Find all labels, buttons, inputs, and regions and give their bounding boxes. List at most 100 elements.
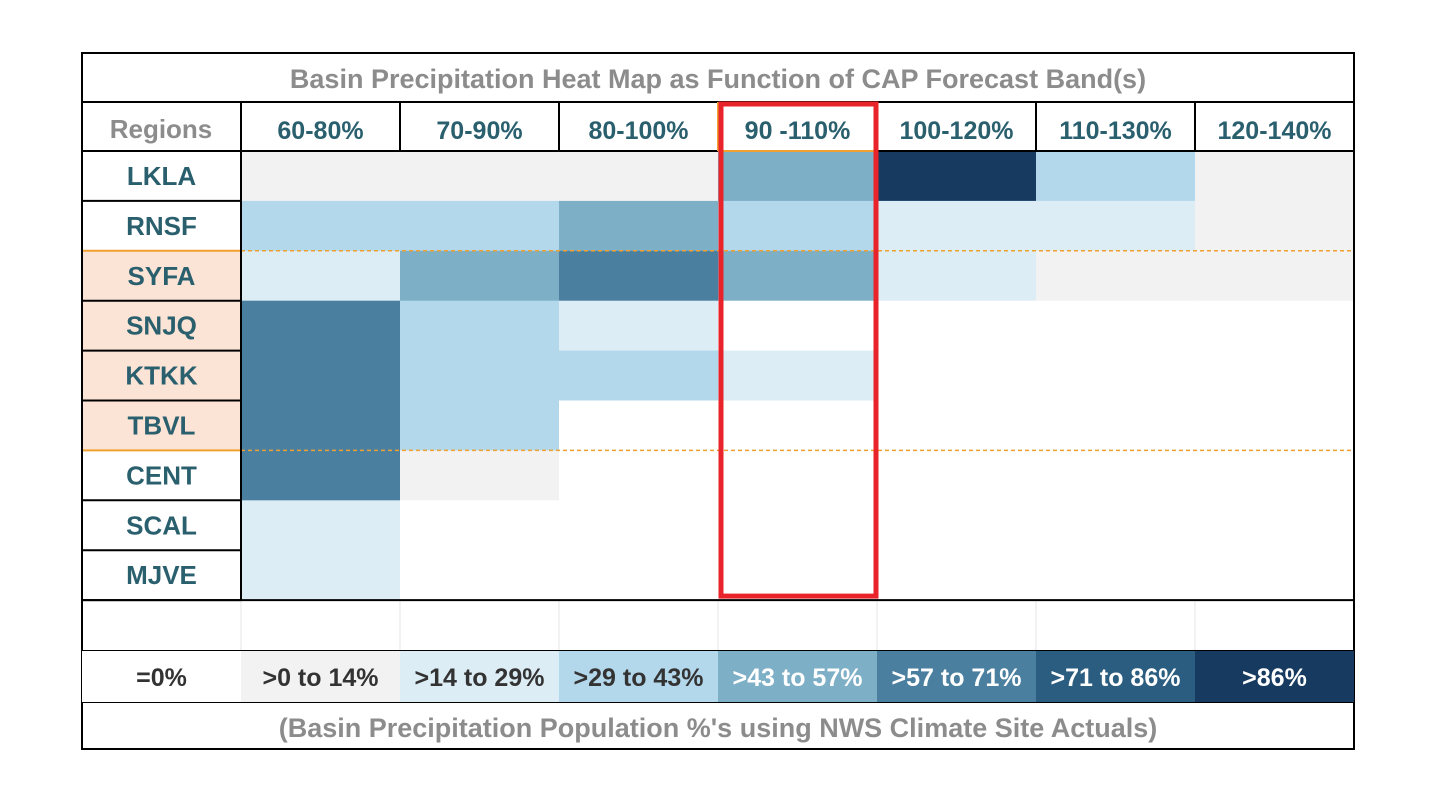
- heatmap-cell: [877, 500, 1037, 551]
- heatmap-cell: [1036, 200, 1196, 252]
- legend-swatch: [241, 651, 400, 702]
- heatmap-cell: [718, 350, 878, 401]
- heatmap-cell: [1036, 250, 1196, 302]
- heatmap-cell: [1195, 151, 1355, 202]
- heatmap-cell: [1036, 550, 1196, 601]
- overlay-layer: [717, 101, 879, 599]
- heatmap-cell: [1195, 300, 1355, 352]
- heatmap-cell: [559, 300, 719, 352]
- legend-label: >29 to 43%: [574, 664, 704, 692]
- heatmap-cell: [241, 400, 401, 451]
- heatmap-cell: [1036, 400, 1196, 451]
- row-label: SYFA: [128, 261, 196, 291]
- legend-swatch: [1195, 651, 1354, 702]
- column-label: 110-130%: [1059, 117, 1172, 145]
- legend-label: =0%: [136, 664, 187, 692]
- heatmap-cell: [1195, 250, 1355, 302]
- heatmap-cell: [559, 500, 719, 551]
- heatmap-cell: [718, 200, 878, 252]
- column-label: 90 -110%: [745, 117, 851, 145]
- heatmap-cell: [718, 300, 878, 352]
- heatmap-cell: [241, 550, 401, 601]
- heatmap-cell: [400, 550, 560, 601]
- heatmap-cell: [559, 151, 719, 202]
- heatmap-cell: [718, 151, 878, 202]
- heatmap-cell: [400, 450, 560, 501]
- legend-label: >86%: [1242, 664, 1307, 692]
- heatmap-cell: [718, 400, 878, 451]
- heatmap-cell: [877, 300, 1037, 352]
- heatmap-cell: [241, 200, 401, 252]
- heatmap-cell: [400, 200, 560, 252]
- row-label-layer: LKLA RNSF SYFA SNJQ KTKK TBVL CENT SCAL MJVE: [125, 161, 197, 590]
- row-label: SNJQ: [126, 311, 197, 341]
- heatmap-cell: [718, 500, 878, 551]
- cell-layer: [82, 151, 1355, 601]
- heatmap-cell: [241, 151, 401, 202]
- legend-swatch: [400, 651, 559, 702]
- heatmap-cell: [400, 500, 560, 551]
- heatmap-cell: [241, 300, 401, 352]
- heatmap-cell: [559, 350, 719, 401]
- heatmap-cell: [1195, 500, 1355, 551]
- heatmap-cell: [1195, 200, 1355, 252]
- heatmap-cell: [241, 250, 401, 302]
- row-label: MJVE: [126, 560, 197, 590]
- legend-swatch: [559, 651, 718, 702]
- heatmap-cell: [400, 250, 560, 302]
- heatmap-cell: [241, 450, 401, 501]
- heatmap-cell: [877, 200, 1037, 252]
- heatmap-cell: [718, 250, 878, 302]
- footnote: (Basin Precipitation Population %'s usin…: [279, 713, 1158, 743]
- legend-swatch: [877, 651, 1036, 702]
- chart-title: Basin Precipitation Heat Map as Function…: [290, 64, 1146, 94]
- heatmap-cell: [718, 550, 878, 601]
- legend-swatch: [718, 651, 877, 702]
- heatmap-cell: [718, 450, 878, 501]
- legend-label: >57 to 71%: [892, 664, 1022, 692]
- heatmap-cell: [1195, 350, 1355, 401]
- row-label: LKLA: [127, 161, 197, 191]
- heatmap-cell: [1036, 450, 1196, 501]
- heatmap-cell: [877, 250, 1037, 302]
- heatmap-cell: [877, 151, 1037, 202]
- heatmap-cell: [877, 450, 1037, 501]
- heatmap-cell: [1036, 350, 1196, 401]
- heatmap-cell: [1036, 500, 1196, 551]
- row-label: TBVL: [128, 410, 196, 440]
- legend-label: >43 to 57%: [733, 664, 863, 692]
- heatmap-cell: [559, 250, 719, 302]
- column-label: 60-80%: [277, 117, 363, 145]
- legend-label: >14 to 29%: [415, 664, 545, 692]
- heatmap-cell: [241, 500, 401, 551]
- legend-swatch: [1036, 651, 1195, 702]
- legend-label: >71 to 86%: [1051, 664, 1181, 692]
- heatmap-cell: [1036, 151, 1196, 202]
- heatmap-cell: [877, 400, 1037, 451]
- row-label: SCAL: [126, 510, 197, 540]
- row-header-label: Regions: [110, 114, 213, 144]
- heatmap-cell: [241, 350, 401, 401]
- column-label: 70-90%: [436, 117, 522, 145]
- column-label: 80-100%: [588, 117, 688, 145]
- column-label: 100-120%: [900, 117, 1014, 145]
- heatmap-cell: [400, 350, 560, 401]
- heatmap-cell: [559, 400, 719, 451]
- heatmap-cell: [1195, 550, 1355, 601]
- row-label: RNSF: [126, 211, 197, 241]
- highlight-column-box: [718, 101, 879, 599]
- heatmap-cell: [1195, 450, 1355, 501]
- column-label-layer: 60-80% 70-90% 80-100% 90 -110% 100-120% 110-1…: [277, 117, 1331, 145]
- legend: =0% >0 to 14% >14 to 29% >29 to 43% >43 to 5…: [82, 651, 1354, 702]
- heatmap-cell: [400, 300, 560, 352]
- heatmap-cell: [1036, 300, 1196, 352]
- legend-swatch: [82, 651, 241, 702]
- heatmap-cell: [559, 200, 719, 252]
- row-label: KTKK: [125, 361, 197, 391]
- heatmap-cell: [877, 550, 1037, 601]
- heatmap-cell: [400, 151, 560, 202]
- column-label: 120-140%: [1218, 117, 1332, 145]
- legend-label: >0 to 14%: [262, 664, 378, 692]
- heatmap-cell: [400, 400, 560, 451]
